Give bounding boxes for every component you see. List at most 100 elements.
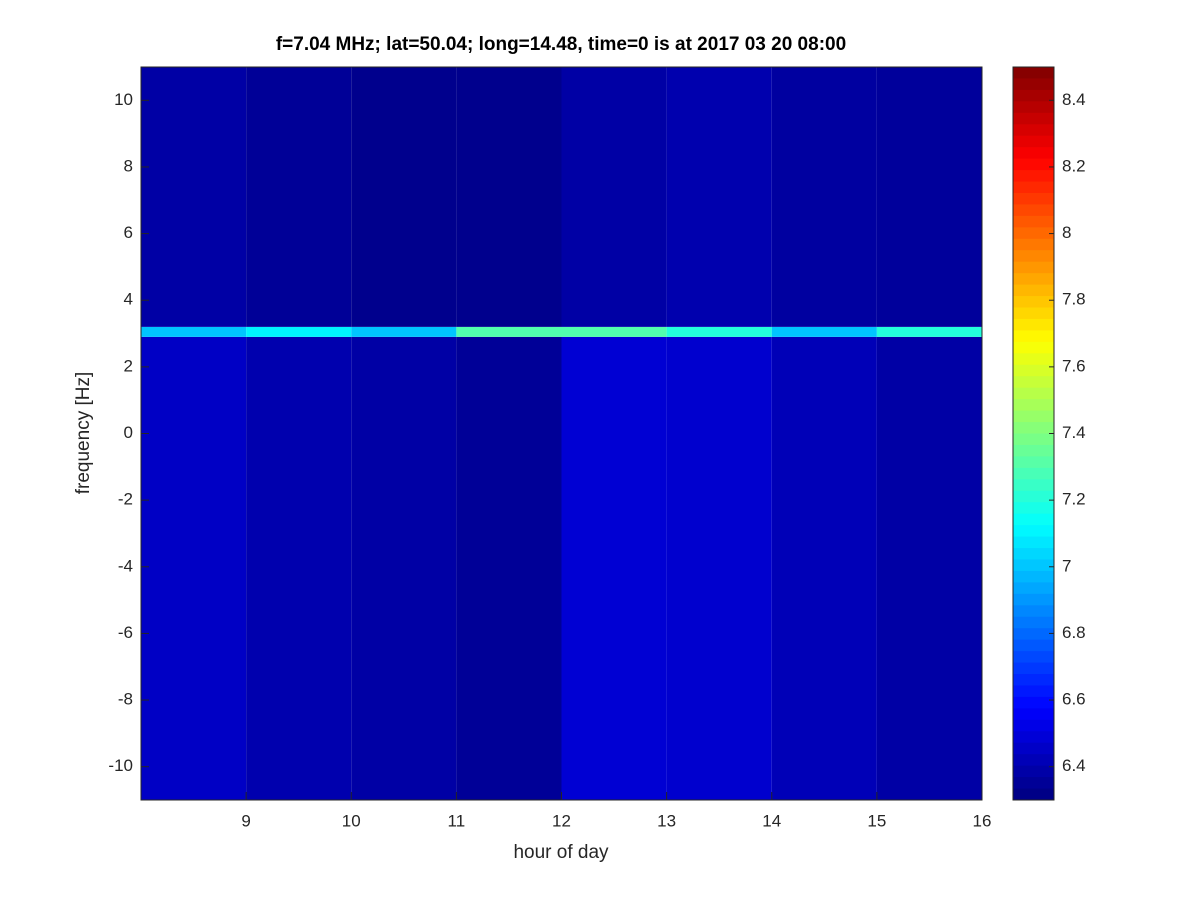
colorbar-swatch — [1013, 765, 1054, 778]
heatmap-cell — [141, 67, 247, 327]
y-tick-label: -6 — [118, 623, 133, 642]
heatmap-cell — [456, 67, 562, 327]
colorbar-swatch — [1013, 399, 1054, 412]
colorbar-swatch — [1013, 788, 1054, 801]
colorbar-swatch — [1013, 112, 1054, 125]
colorbar-tick-label: 7.6 — [1062, 356, 1086, 375]
colorbar-swatch — [1013, 685, 1054, 698]
heatmap-cell — [351, 67, 457, 327]
colorbar-swatch — [1013, 376, 1054, 389]
colorbar-swatch — [1013, 170, 1054, 183]
colorbar-swatch — [1013, 593, 1054, 606]
colorbar-swatch — [1013, 284, 1054, 297]
colorbar-swatch — [1013, 708, 1054, 721]
y-tick-label: 8 — [124, 156, 133, 175]
colorbar-swatch — [1013, 296, 1054, 309]
y-axis-label: frequency [Hz] — [73, 372, 94, 495]
colorbar-swatch — [1013, 719, 1054, 732]
heatmap-cell — [246, 336, 352, 800]
colorbar-swatch — [1013, 662, 1054, 675]
colorbar-swatch — [1013, 467, 1054, 480]
colorbar-tick-label: 8 — [1062, 223, 1071, 242]
colorbar-swatch — [1013, 616, 1054, 629]
colorbar-tick-label: 7 — [1062, 556, 1071, 575]
colorbar-swatch — [1013, 536, 1054, 549]
colorbar-swatch — [1013, 215, 1054, 228]
heatmap-cell — [246, 326, 352, 337]
x-tick-label: 9 — [241, 811, 250, 830]
colorbar-swatch — [1013, 147, 1054, 160]
colorbar-swatch — [1013, 89, 1054, 102]
colorbar-swatch — [1013, 422, 1054, 434]
colorbar-swatch — [1013, 639, 1054, 652]
y-tick-label: -4 — [118, 556, 133, 575]
colorbar-swatch — [1013, 433, 1054, 446]
colorbar-swatch — [1013, 731, 1054, 744]
colorbar-swatch — [1013, 318, 1054, 331]
colorbar-swatch — [1013, 387, 1054, 400]
heatmap-cell — [876, 326, 982, 337]
colorbar-swatch — [1013, 696, 1054, 709]
y-tick-label: 4 — [124, 290, 133, 309]
heatmap-cell — [876, 336, 982, 800]
colorbar-swatch — [1013, 525, 1054, 538]
colorbar-tick-label: 6.8 — [1062, 623, 1086, 642]
y-tick-label: 2 — [124, 356, 133, 375]
colorbar-swatch — [1013, 628, 1054, 641]
colorbar-swatch — [1013, 456, 1054, 469]
colorbar-swatch — [1013, 605, 1054, 618]
colorbar-swatch — [1013, 67, 1054, 79]
colorbar-swatch — [1013, 124, 1054, 137]
colorbar-swatch — [1013, 330, 1054, 343]
colorbar-swatch — [1013, 273, 1054, 286]
y-tick-label: -10 — [108, 756, 133, 775]
colorbar-swatch — [1013, 364, 1054, 377]
colorbar-swatch — [1013, 513, 1054, 526]
colorbar-tick-label: 7.2 — [1062, 490, 1086, 509]
colorbar-swatch — [1013, 444, 1054, 457]
colorbar-swatch — [1013, 261, 1054, 274]
colorbar-swatch — [1013, 548, 1054, 560]
heatmap-cell — [456, 336, 562, 800]
colorbar-swatch — [1013, 502, 1054, 515]
colorbar-swatch — [1013, 307, 1054, 320]
heatmap-cell — [771, 67, 877, 327]
x-tick-label: 11 — [448, 811, 466, 830]
heatmap-cell — [246, 67, 352, 327]
colorbar-swatch — [1013, 101, 1054, 114]
colorbar-swatch — [1013, 559, 1054, 572]
colorbar-swatch — [1013, 754, 1054, 767]
colorbar-swatch — [1013, 479, 1054, 492]
colorbar-swatch — [1013, 227, 1054, 240]
x-tick-label: 16 — [973, 811, 992, 830]
colorbar-tick-label: 7.8 — [1062, 290, 1086, 309]
heatmap-cell — [456, 326, 562, 337]
colorbar-swatch — [1013, 410, 1054, 423]
y-tick-label: 10 — [114, 90, 133, 109]
heatmap-cell — [141, 326, 247, 337]
colorbar-tick-label: 8.2 — [1062, 156, 1086, 175]
heatmap-cell — [771, 336, 877, 800]
colorbar-swatch — [1013, 341, 1054, 354]
colorbar-tick-label: 6.6 — [1062, 690, 1086, 709]
heatmap-cell — [561, 336, 667, 800]
x-tick-label: 14 — [762, 811, 781, 830]
colorbar-swatch — [1013, 742, 1054, 755]
colorbar-swatch — [1013, 181, 1054, 194]
colorbar-swatch — [1013, 250, 1054, 263]
x-tick-label: 15 — [867, 811, 886, 830]
y-tick-label: -2 — [118, 490, 133, 509]
colorbar-swatch — [1013, 158, 1054, 171]
x-tick-label: 13 — [657, 811, 676, 830]
y-tick-label: 6 — [124, 223, 133, 242]
colorbar-swatch — [1013, 78, 1054, 91]
y-tick-label: -8 — [118, 690, 133, 709]
colorbar-swatch — [1013, 570, 1054, 583]
colorbar-swatch — [1013, 651, 1054, 664]
colorbar-swatch — [1013, 777, 1054, 790]
y-tick-label: 0 — [124, 423, 133, 442]
colorbar-tick-label: 7.4 — [1062, 423, 1086, 442]
heatmap-cell — [666, 326, 772, 337]
heatmap-cell — [771, 326, 877, 337]
